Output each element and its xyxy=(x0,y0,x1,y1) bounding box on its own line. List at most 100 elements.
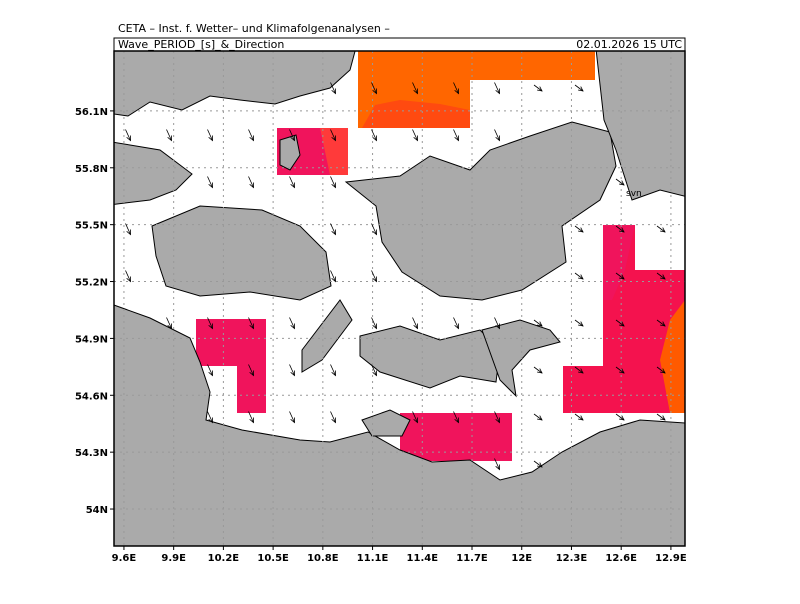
arrow xyxy=(330,129,337,142)
arrow-shaft xyxy=(330,82,336,94)
arrow-shaft xyxy=(533,319,543,327)
arrow-head xyxy=(331,88,337,95)
land xyxy=(301,299,353,373)
arrow xyxy=(330,411,337,424)
arrow-shaft xyxy=(533,366,543,374)
arrow-shaft xyxy=(494,458,500,470)
arrow xyxy=(125,129,132,142)
land xyxy=(595,51,685,201)
arrow xyxy=(371,364,378,377)
arrow xyxy=(494,129,501,142)
arrow-shaft xyxy=(330,223,336,235)
field xyxy=(660,300,685,413)
arrow-head xyxy=(619,227,625,233)
arrow-head xyxy=(126,276,132,283)
arrow-shaft xyxy=(656,225,666,233)
arrow-head xyxy=(537,86,543,92)
arrow-shaft xyxy=(533,460,543,468)
arrow xyxy=(289,317,296,330)
land xyxy=(279,134,301,171)
arrow xyxy=(371,317,378,330)
arrow-shaft xyxy=(453,411,459,423)
arrow-head xyxy=(619,180,625,186)
arrow-shaft xyxy=(453,129,459,141)
arrow-head xyxy=(495,417,501,424)
axes: 9.6E 9.9E 10.2E 10.5E 10.8E 11.1E 11.4E 11.7E 12… xyxy=(75,107,687,564)
frame xyxy=(113,50,686,547)
arrow xyxy=(615,178,625,186)
arrow-shaft xyxy=(330,129,336,141)
map-area: svn xyxy=(114,51,685,546)
land xyxy=(151,205,332,301)
arrow-shaft xyxy=(615,413,625,421)
arrow-head xyxy=(372,370,378,377)
arrow xyxy=(166,317,173,330)
arrow-shaft xyxy=(615,366,625,374)
arrow-shaft xyxy=(615,225,625,233)
arrow-shaft xyxy=(166,317,172,329)
arrow xyxy=(330,82,337,95)
arrow xyxy=(574,225,584,233)
arrow-head xyxy=(290,323,296,330)
x-tick-label: 10.2E xyxy=(208,553,240,564)
arrow-head xyxy=(660,227,666,233)
arrow-head xyxy=(660,321,666,327)
arrow-head xyxy=(331,370,337,377)
arrow-head xyxy=(208,135,214,142)
title: Wave_PERIOD_[s]_&_Direction xyxy=(118,38,284,51)
arrow xyxy=(453,129,460,142)
arrow-shaft xyxy=(248,317,254,329)
arrow-head xyxy=(208,323,214,330)
x-tick-label: 11.4E xyxy=(407,553,439,564)
land xyxy=(114,51,356,117)
arrow-shaft xyxy=(574,319,584,327)
arrow-head xyxy=(413,323,419,330)
arrow-shaft xyxy=(125,223,131,235)
arrow xyxy=(656,413,666,421)
arrow-shaft xyxy=(289,129,295,141)
arrow-head xyxy=(126,229,132,236)
arrow-head xyxy=(619,274,625,280)
date: 02.01.2026 15 UTC xyxy=(576,38,682,51)
arrow-head xyxy=(619,368,625,374)
header: CETA – Inst. f. Wetter– und Klimafolgena… xyxy=(118,22,390,35)
arrow-shaft xyxy=(371,82,377,94)
arrow xyxy=(207,129,214,142)
arrow xyxy=(371,270,378,283)
arrow xyxy=(412,129,419,142)
arrow-head xyxy=(331,417,337,424)
arrow-shaft xyxy=(574,272,584,280)
arrow xyxy=(289,411,296,424)
arrow-shaft xyxy=(248,176,254,188)
arrow xyxy=(453,411,460,424)
arrow-shaft xyxy=(289,176,295,188)
arrow xyxy=(574,84,584,92)
arrow-head xyxy=(372,135,378,142)
y-tick-label: 54N xyxy=(86,505,108,516)
arrow-head xyxy=(413,417,419,424)
arrow xyxy=(533,413,543,421)
arrow-head xyxy=(413,88,419,95)
y-tick-label: 55.8N xyxy=(75,164,108,175)
arrow xyxy=(371,223,378,236)
arrow-head xyxy=(208,370,214,377)
arrow-head xyxy=(208,182,214,189)
arrow-head xyxy=(167,323,173,330)
arrow-shaft xyxy=(371,129,377,141)
arrow xyxy=(330,223,337,236)
arrow-shaft xyxy=(207,176,213,188)
arrow-shaft xyxy=(412,129,418,141)
arrow-shaft xyxy=(494,317,500,329)
arrow-head xyxy=(578,227,584,233)
arrow-head xyxy=(249,417,255,424)
arrow xyxy=(207,176,214,189)
arrow-shaft xyxy=(494,82,500,94)
arrow-shaft xyxy=(494,129,500,141)
arrow xyxy=(533,319,543,327)
arrow xyxy=(412,411,419,424)
y-tick-label: 54.9N xyxy=(75,334,108,345)
arrow-shaft xyxy=(533,84,543,92)
x-tick-label: 9.9E xyxy=(161,553,186,564)
arrow xyxy=(574,272,584,280)
field xyxy=(362,100,470,128)
